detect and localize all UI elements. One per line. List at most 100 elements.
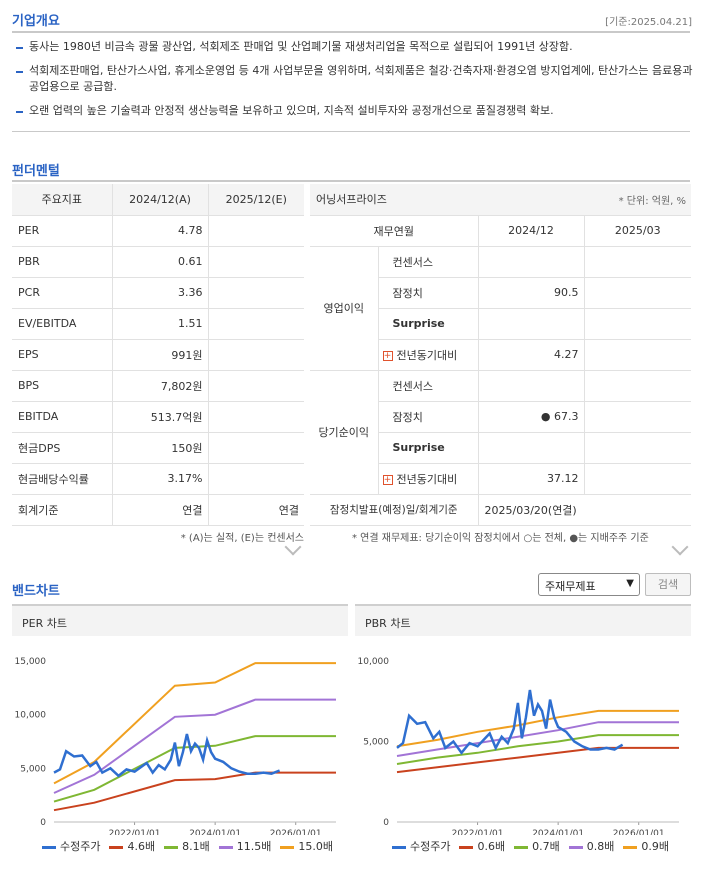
pbr-chart-header: PBR 차트 bbox=[355, 604, 691, 636]
x-tick-label: 2022/01/01 bbox=[452, 829, 504, 835]
row-value bbox=[477, 246, 585, 278]
row-label: 컨센서스 bbox=[378, 246, 478, 278]
table-row: EBITDA 513.7억원 bbox=[12, 401, 304, 433]
row-label: EV/EBITDA bbox=[12, 308, 112, 340]
row-value: 연결 bbox=[207, 494, 304, 526]
row-value bbox=[477, 432, 585, 464]
legend-swatch bbox=[459, 845, 474, 849]
pbr-chart-title: PBR 차트 bbox=[365, 617, 411, 630]
overview-title: 기업개요 bbox=[12, 14, 60, 29]
table-row: BPS 7,802원 bbox=[12, 370, 304, 402]
row-value bbox=[207, 432, 304, 464]
legend-swatch bbox=[218, 845, 233, 849]
legend-item: 0.8배 bbox=[568, 838, 614, 854]
x-tick-label: 2024/01/01 bbox=[532, 829, 584, 835]
earnings-title: 어닝서프라이즈 bbox=[310, 184, 585, 216]
row-value bbox=[207, 339, 304, 371]
series-line bbox=[53, 698, 336, 794]
table-row: 현금DPS 150원 bbox=[12, 432, 304, 464]
series-line bbox=[53, 733, 281, 778]
table-row: 영업이익 컨센서스 bbox=[310, 246, 692, 371]
row-label: 잠정치 bbox=[378, 401, 478, 433]
row-label: Surprise bbox=[378, 308, 478, 340]
legend-swatch bbox=[109, 845, 124, 849]
y-tick-label: 5,000 bbox=[363, 738, 389, 748]
header-indicator: 주요지표 bbox=[12, 184, 112, 216]
legend-label: 수정주가 bbox=[60, 840, 101, 853]
row-label: EPS bbox=[12, 339, 112, 371]
per-chart-title: PER 차트 bbox=[22, 617, 67, 630]
band-title: 밴드차트 bbox=[12, 584, 60, 599]
search-button[interactable]: 검색 bbox=[645, 573, 691, 596]
legend-swatch bbox=[568, 845, 583, 849]
legend-item: 0.6배 bbox=[459, 838, 505, 854]
row-value bbox=[207, 277, 304, 309]
legend-label: 0.9배 bbox=[641, 840, 669, 853]
statement-select[interactable]: 주재무제표 ▼ bbox=[538, 573, 640, 596]
row-label: 전년동기대비 bbox=[396, 472, 458, 486]
series-line bbox=[396, 689, 624, 755]
series-line bbox=[396, 746, 679, 774]
header-2025-03: 2025/03 bbox=[583, 215, 692, 247]
row-value: 연결 bbox=[111, 494, 208, 526]
table-row: 당기순이익 컨센서스 bbox=[310, 370, 692, 495]
row-label: 현금배당수익률 bbox=[12, 463, 112, 495]
row-value bbox=[477, 308, 585, 340]
header-2024: 2024/12(A) bbox=[111, 184, 208, 216]
legend-item: 수정주가 bbox=[42, 838, 100, 854]
overview-list: 동사는 1980년 비금속 광물 광산업, 석회제조 판매업 및 산업폐기물 재… bbox=[14, 39, 694, 127]
row-value bbox=[583, 308, 692, 340]
y-tick-label: 5,000 bbox=[20, 764, 46, 774]
row-label: 회계기준 bbox=[12, 494, 112, 526]
header-2024-12: 2024/12 bbox=[477, 215, 585, 247]
y-tick-label: 10,000 bbox=[15, 711, 47, 721]
row-value: 991원 bbox=[111, 339, 208, 371]
row-value bbox=[583, 463, 692, 495]
overview-bottom-divider bbox=[12, 131, 690, 132]
y-tick-label: 10,000 bbox=[358, 657, 390, 667]
row-value bbox=[207, 463, 304, 495]
fundamental-note: * (A)는 실적, (E)는 컨센서스 bbox=[180, 533, 304, 544]
row-value: 3.36 bbox=[111, 277, 208, 309]
legend-label: 0.6배 bbox=[477, 840, 506, 853]
legend-label: 15.0배 bbox=[298, 840, 333, 853]
table-row: Surprise bbox=[310, 432, 692, 464]
group-operating-profit: 영업이익 bbox=[310, 246, 379, 371]
row-label: EBITDA bbox=[12, 401, 112, 433]
row-label: BPS bbox=[12, 370, 112, 402]
row-value: 90.5 bbox=[477, 277, 585, 309]
series-line bbox=[396, 734, 679, 765]
row-label: 현금DPS bbox=[12, 432, 112, 464]
header-2025: 2025/12(E) bbox=[207, 184, 304, 216]
row-value bbox=[207, 246, 304, 278]
group-net-income: 당기순이익 bbox=[310, 370, 379, 495]
legend-swatch bbox=[392, 845, 406, 849]
row-value: 1.51 bbox=[111, 308, 208, 340]
row-value: 37.12 bbox=[477, 463, 585, 495]
row-value bbox=[583, 339, 692, 371]
x-tick-label: 2026/01/01 bbox=[613, 829, 665, 835]
row-value: 513.7억원 bbox=[111, 401, 208, 433]
row-label: 전년동기대비 bbox=[396, 348, 458, 362]
series-line bbox=[396, 709, 679, 748]
row-value: 150원 bbox=[111, 432, 208, 464]
row-label: PCR bbox=[12, 277, 112, 309]
expand-plus-icon[interactable]: + bbox=[382, 350, 393, 361]
overview-line: 오랜 업력의 높은 기술력과 안정적 생산능력을 보유하고 있으며, 지속적 설… bbox=[14, 103, 694, 119]
row-value bbox=[583, 246, 692, 278]
statement-select-value: 주재무제표 bbox=[545, 580, 596, 593]
expand-plus-icon[interactable]: + bbox=[382, 474, 393, 485]
footer-value: 2025/03/20(연결) bbox=[477, 494, 692, 526]
table-row: PBR 0.61 bbox=[12, 246, 304, 278]
row-value bbox=[583, 370, 692, 402]
x-tick-label: 2022/01/01 bbox=[109, 829, 161, 835]
row-value: 0.61 bbox=[111, 246, 208, 278]
legend-item: 0.9배 bbox=[623, 838, 669, 854]
fundamental-table: 주요지표 2024/12(A) 2025/12(E) PER 4.78 PBR 0.… bbox=[12, 184, 304, 526]
fundamental-divider bbox=[12, 180, 690, 182]
row-label: PER bbox=[12, 215, 112, 247]
row-value bbox=[207, 370, 304, 402]
table-row: + 전년동기대비 37.12 bbox=[310, 463, 692, 495]
overview-date: [기준:2025.04.21] bbox=[605, 17, 692, 28]
series-line bbox=[53, 662, 336, 785]
